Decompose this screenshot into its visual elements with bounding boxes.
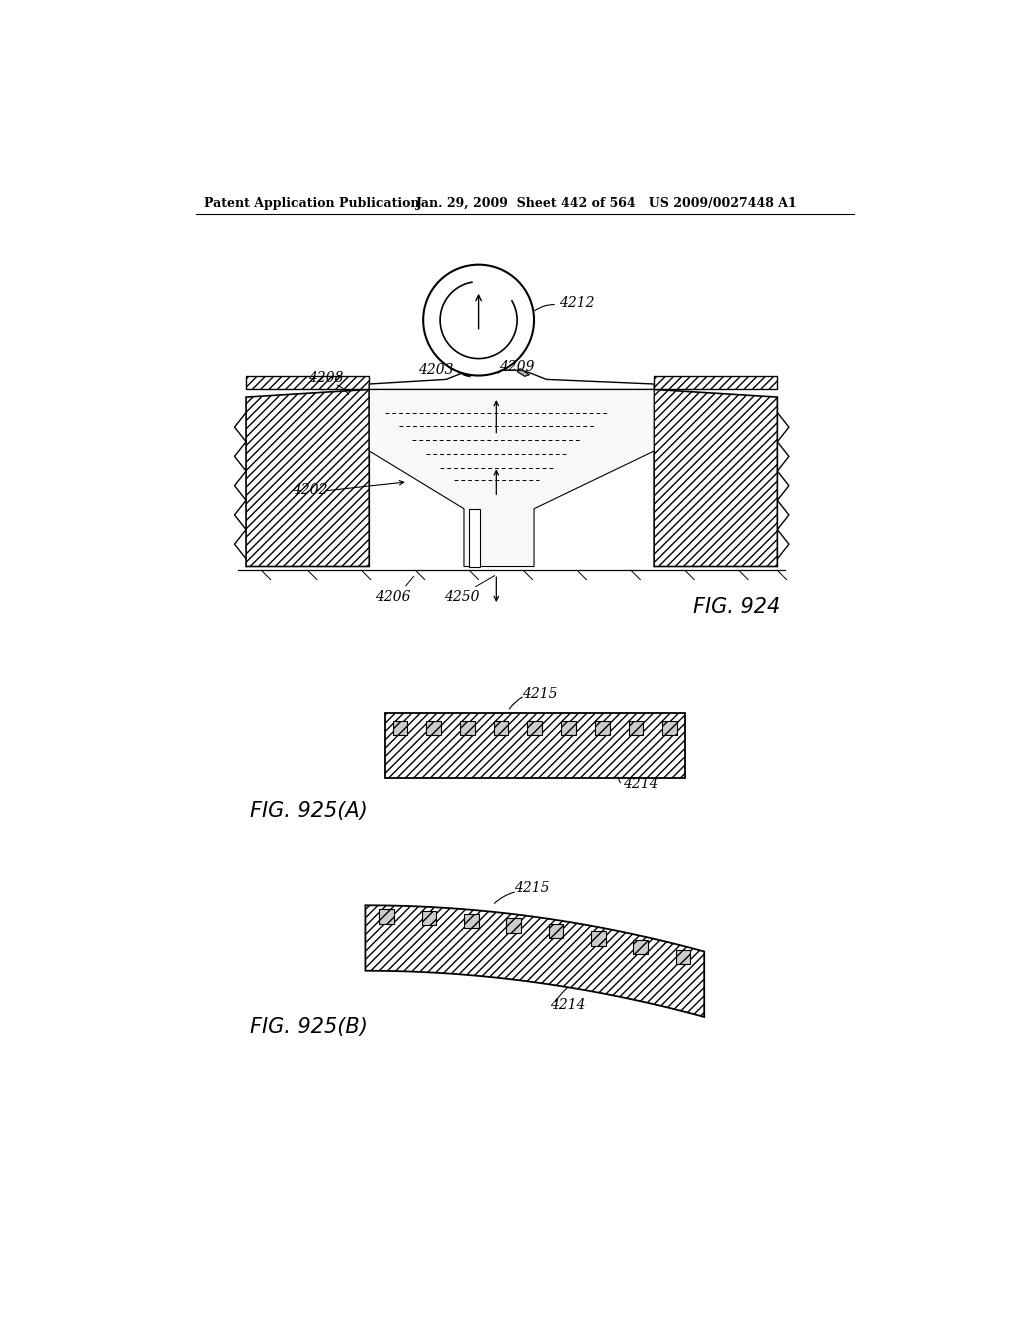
Bar (379, 909, 394, 924)
Circle shape (423, 264, 535, 376)
Text: FIG. 925(A): FIG. 925(A) (250, 801, 368, 821)
Polygon shape (366, 906, 705, 1016)
Bar (527, 721, 542, 735)
Bar (549, 924, 563, 939)
Bar (246, 376, 370, 389)
Bar (595, 721, 609, 735)
Polygon shape (246, 389, 370, 566)
Text: 4202: 4202 (292, 483, 328, 496)
Text: 4206: 4206 (375, 590, 410, 603)
Bar (654, 376, 777, 389)
Bar (629, 721, 643, 735)
Text: 4208: 4208 (307, 371, 343, 385)
Bar (460, 721, 475, 735)
Bar (469, 508, 480, 566)
Bar (393, 721, 408, 735)
Text: FIG. 925(B): FIG. 925(B) (250, 1016, 368, 1038)
Polygon shape (654, 389, 777, 566)
Text: Jan. 29, 2009  Sheet 442 of 564   US 2009/0027448 A1: Jan. 29, 2009 Sheet 442 of 564 US 2009/0… (416, 197, 798, 210)
Text: 4250: 4250 (444, 590, 479, 603)
Bar (561, 721, 575, 735)
Text: 4209: 4209 (499, 360, 535, 374)
Text: 4214: 4214 (624, 776, 658, 791)
Bar (676, 950, 690, 965)
Bar (385, 713, 685, 779)
Bar (634, 940, 648, 954)
Bar (422, 911, 436, 925)
Polygon shape (463, 368, 475, 376)
Text: Patent Application Publication: Patent Application Publication (204, 197, 419, 210)
Text: 4212: 4212 (559, 296, 594, 310)
Text: 4203: 4203 (419, 363, 454, 378)
Bar (591, 931, 605, 945)
Bar (494, 721, 509, 735)
Text: 4214: 4214 (550, 998, 586, 1012)
Bar (464, 913, 478, 928)
Bar (506, 917, 521, 933)
Text: 4215: 4215 (521, 686, 557, 701)
Text: FIG. 924: FIG. 924 (692, 597, 780, 618)
Polygon shape (517, 368, 529, 376)
Bar (663, 721, 677, 735)
Polygon shape (370, 370, 654, 389)
Polygon shape (370, 389, 654, 566)
Bar (426, 721, 441, 735)
Text: 4215: 4215 (514, 882, 550, 895)
